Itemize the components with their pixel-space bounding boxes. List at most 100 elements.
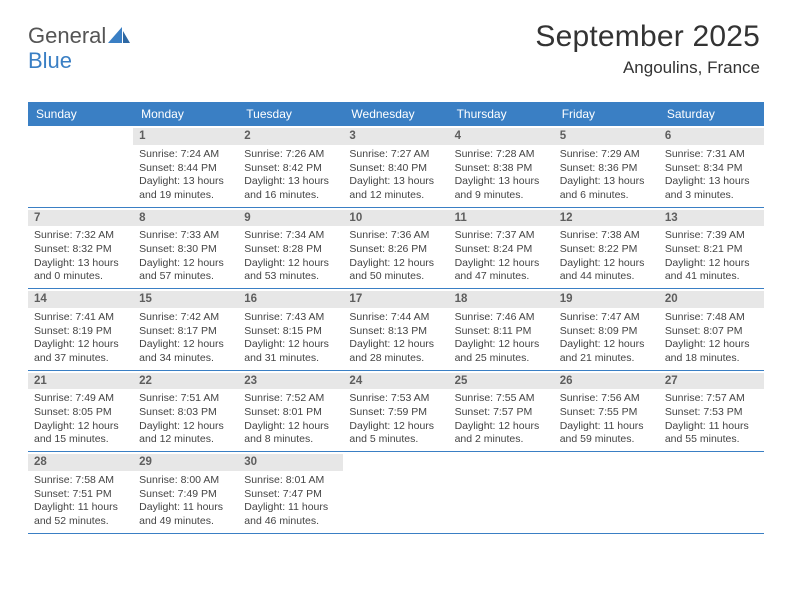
sunset-text: Sunset: 8:32 PM — [34, 243, 127, 257]
daylight-text-line1: Daylight: 12 hours — [349, 420, 442, 434]
sunset-text: Sunset: 7:47 PM — [244, 488, 337, 502]
calendar-day: 14Sunrise: 7:41 AMSunset: 8:19 PMDayligh… — [28, 289, 133, 370]
daylight-text-line1: Daylight: 11 hours — [139, 501, 232, 515]
sunrise-text: Sunrise: 7:48 AM — [665, 311, 758, 325]
day-number: 1 — [133, 128, 238, 145]
daylight-text-line2: and 41 minutes. — [665, 270, 758, 284]
day-number: 22 — [133, 373, 238, 390]
calendar-day: 21Sunrise: 7:49 AMSunset: 8:05 PMDayligh… — [28, 371, 133, 452]
daylight-text-line2: and 52 minutes. — [34, 515, 127, 529]
calendar-day: 28Sunrise: 7:58 AMSunset: 7:51 PMDayligh… — [28, 452, 133, 533]
brand-line2: Blue — [28, 48, 72, 73]
daylight-text-line1: Daylight: 12 hours — [455, 257, 548, 271]
day-number: 23 — [238, 373, 343, 390]
sunset-text: Sunset: 8:03 PM — [139, 406, 232, 420]
daylight-text-line2: and 12 minutes. — [139, 433, 232, 447]
calendar-day: 23Sunrise: 7:52 AMSunset: 8:01 PMDayligh… — [238, 371, 343, 452]
daylight-text-line2: and 8 minutes. — [244, 433, 337, 447]
calendar-day: 18Sunrise: 7:46 AMSunset: 8:11 PMDayligh… — [449, 289, 554, 370]
sunset-text: Sunset: 7:59 PM — [349, 406, 442, 420]
daylight-text-line1: Daylight: 12 hours — [560, 257, 653, 271]
daylight-text-line2: and 44 minutes. — [560, 270, 653, 284]
sunset-text: Sunset: 8:38 PM — [455, 162, 548, 176]
daylight-text-line2: and 6 minutes. — [560, 189, 653, 203]
sunset-text: Sunset: 7:51 PM — [34, 488, 127, 502]
day-number: 17 — [343, 291, 448, 308]
brand-logo: General Blue — [28, 24, 130, 72]
sunset-text: Sunset: 8:11 PM — [455, 325, 548, 339]
day-number: 14 — [28, 291, 133, 308]
sunset-text: Sunset: 7:55 PM — [560, 406, 653, 420]
daylight-text-line2: and 59 minutes. — [560, 433, 653, 447]
day-number: 2 — [238, 128, 343, 145]
daylight-text-line1: Daylight: 13 hours — [244, 175, 337, 189]
sunset-text: Sunset: 8:44 PM — [139, 162, 232, 176]
calendar-day-blank — [449, 452, 554, 533]
sunset-text: Sunset: 8:17 PM — [139, 325, 232, 339]
daylight-text-line2: and 21 minutes. — [560, 352, 653, 366]
weekday-header: Saturday — [659, 102, 764, 126]
daylight-text-line1: Daylight: 12 hours — [34, 338, 127, 352]
weekday-header-row: SundayMondayTuesdayWednesdayThursdayFrid… — [28, 102, 764, 126]
daylight-text-line1: Daylight: 13 hours — [349, 175, 442, 189]
day-number: 30 — [238, 454, 343, 471]
day-number: 8 — [133, 210, 238, 227]
title-location: Angoulins, France — [535, 58, 760, 78]
daylight-text-line2: and 25 minutes. — [455, 352, 548, 366]
daylight-text-line1: Daylight: 12 hours — [455, 420, 548, 434]
day-number: 12 — [554, 210, 659, 227]
sunrise-text: Sunrise: 7:47 AM — [560, 311, 653, 325]
daylight-text-line1: Daylight: 12 hours — [349, 257, 442, 271]
sunrise-text: Sunrise: 7:41 AM — [34, 311, 127, 325]
calendar-day: 10Sunrise: 7:36 AMSunset: 8:26 PMDayligh… — [343, 208, 448, 289]
sunset-text: Sunset: 8:13 PM — [349, 325, 442, 339]
sunrise-text: Sunrise: 7:34 AM — [244, 229, 337, 243]
sunset-text: Sunset: 8:09 PM — [560, 325, 653, 339]
sunrise-text: Sunrise: 7:55 AM — [455, 392, 548, 406]
sunset-text: Sunset: 8:42 PM — [244, 162, 337, 176]
daylight-text-line1: Daylight: 13 hours — [34, 257, 127, 271]
sunset-text: Sunset: 8:07 PM — [665, 325, 758, 339]
calendar-day: 15Sunrise: 7:42 AMSunset: 8:17 PMDayligh… — [133, 289, 238, 370]
sunrise-text: Sunrise: 7:42 AM — [139, 311, 232, 325]
day-number: 18 — [449, 291, 554, 308]
day-number: 24 — [343, 373, 448, 390]
sunrise-text: Sunrise: 7:52 AM — [244, 392, 337, 406]
calendar-day: 8Sunrise: 7:33 AMSunset: 8:30 PMDaylight… — [133, 208, 238, 289]
calendar-day: 19Sunrise: 7:47 AMSunset: 8:09 PMDayligh… — [554, 289, 659, 370]
daylight-text-line2: and 37 minutes. — [34, 352, 127, 366]
daylight-text-line1: Daylight: 12 hours — [665, 338, 758, 352]
day-number: 28 — [28, 454, 133, 471]
calendar-day: 11Sunrise: 7:37 AMSunset: 8:24 PMDayligh… — [449, 208, 554, 289]
calendar-day: 1Sunrise: 7:24 AMSunset: 8:44 PMDaylight… — [133, 126, 238, 207]
sunrise-text: Sunrise: 7:27 AM — [349, 148, 442, 162]
day-number: 11 — [449, 210, 554, 227]
day-number: 10 — [343, 210, 448, 227]
daylight-text-line1: Daylight: 11 hours — [244, 501, 337, 515]
daylight-text-line1: Daylight: 13 hours — [560, 175, 653, 189]
weekday-header: Friday — [554, 102, 659, 126]
daylight-text-line2: and 0 minutes. — [34, 270, 127, 284]
daylight-text-line2: and 55 minutes. — [665, 433, 758, 447]
calendar-body: 1Sunrise: 7:24 AMSunset: 8:44 PMDaylight… — [28, 126, 764, 534]
daylight-text-line2: and 46 minutes. — [244, 515, 337, 529]
sunrise-text: Sunrise: 7:43 AM — [244, 311, 337, 325]
daylight-text-line1: Daylight: 12 hours — [244, 257, 337, 271]
calendar-day-blank — [659, 452, 764, 533]
daylight-text-line2: and 31 minutes. — [244, 352, 337, 366]
calendar-day: 17Sunrise: 7:44 AMSunset: 8:13 PMDayligh… — [343, 289, 448, 370]
day-number: 16 — [238, 291, 343, 308]
daylight-text-line2: and 49 minutes. — [139, 515, 232, 529]
daylight-text-line1: Daylight: 12 hours — [560, 338, 653, 352]
sunset-text: Sunset: 8:40 PM — [349, 162, 442, 176]
calendar-day-blank — [343, 452, 448, 533]
calendar-day: 7Sunrise: 7:32 AMSunset: 8:32 PMDaylight… — [28, 208, 133, 289]
sunset-text: Sunset: 8:22 PM — [560, 243, 653, 257]
calendar-week: 14Sunrise: 7:41 AMSunset: 8:19 PMDayligh… — [28, 289, 764, 371]
sunrise-text: Sunrise: 7:32 AM — [34, 229, 127, 243]
sunset-text: Sunset: 8:30 PM — [139, 243, 232, 257]
calendar-day-blank — [554, 452, 659, 533]
daylight-text-line2: and 16 minutes. — [244, 189, 337, 203]
sunset-text: Sunset: 8:15 PM — [244, 325, 337, 339]
sunrise-text: Sunrise: 7:26 AM — [244, 148, 337, 162]
